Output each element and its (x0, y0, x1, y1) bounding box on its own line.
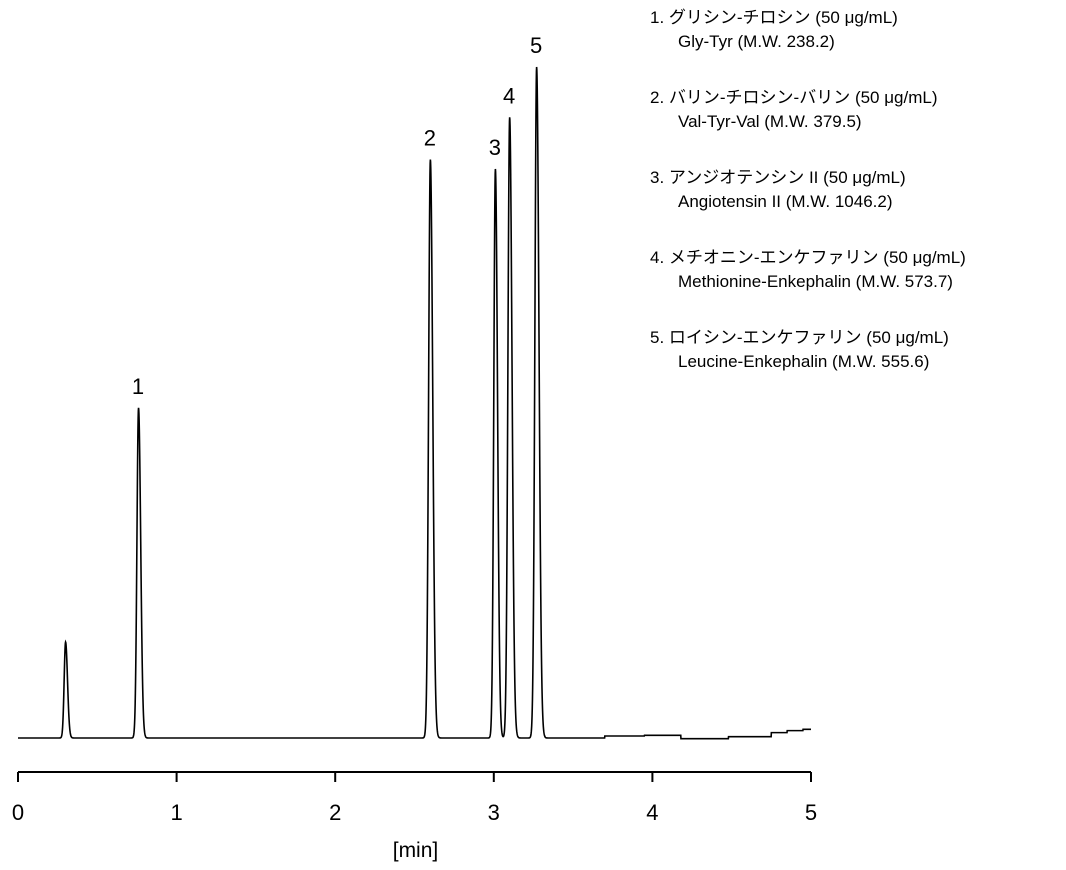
legend-entry-5: 5. ロイシン-エンケファリン (50 μg/mL) Leucine-Enkeph… (650, 326, 1065, 374)
x-tick-label-3: 3 (488, 800, 500, 825)
peak-label-2: 2 (424, 126, 436, 151)
peak-label-3: 3 (489, 135, 501, 160)
peak-label-1: 1 (132, 374, 144, 399)
legend-compound-detail: Val-Tyr-Val (M.W. 379.5) (678, 112, 862, 131)
x-tick-label-1: 1 (170, 800, 182, 825)
legend-compound-detail: Leucine-Enkephalin (M.W. 555.6) (678, 352, 930, 371)
legend-compound-name: 4. メチオニン-エンケファリン (50 μg/mL) (650, 248, 966, 267)
legend-entry-2: 2. バリン-チロシン-バリン (50 μg/mL) Val-Tyr-Val (M… (650, 86, 1065, 134)
peak-label-5: 5 (530, 33, 542, 58)
legend-compound-name: 3. アンジオテンシン II (50 μg/mL) (650, 168, 906, 187)
legend-entry-1: 1. グリシン-チロシン (50 μg/mL) Gly-Tyr (M.W. 238… (650, 6, 1065, 54)
legend-compound-name: 5. ロイシン-エンケファリン (50 μg/mL) (650, 328, 949, 347)
trace-layer (18, 66, 811, 740)
legend-entry-4: 4. メチオニン-エンケファリン (50 μg/mL) Methionine-En… (650, 246, 1065, 294)
x-axis: 0 1 2 3 4 5 (12, 771, 817, 825)
x-tick-label-2: 2 (329, 800, 341, 825)
x-axis-title: [min] (393, 839, 439, 862)
legend-compound-detail: Methionine-Enkephalin (M.W. 573.7) (678, 272, 953, 291)
legend: 1. グリシン-チロシン (50 μg/mL) Gly-Tyr (M.W. 238… (650, 6, 1065, 406)
peak-label-4: 4 (503, 83, 515, 108)
x-tick-label-5: 5 (805, 800, 817, 825)
legend-compound-detail: Gly-Tyr (M.W. 238.2) (678, 32, 835, 51)
legend-compound-detail: Angiotensin II (M.W. 1046.2) (678, 192, 893, 211)
x-tick-label-4: 4 (646, 800, 658, 825)
x-tick-label-0: 0 (12, 800, 24, 825)
chromatogram-trace (18, 66, 811, 740)
legend-compound-name: 2. バリン-チロシン-バリン (50 μg/mL) (650, 88, 938, 107)
legend-entry-3: 3. アンジオテンシン II (50 μg/mL) Angiotensin II … (650, 166, 1065, 214)
legend-compound-name: 1. グリシン-チロシン (50 μg/mL) (650, 8, 898, 27)
peak-label-layer: 1 2 3 45 (132, 33, 542, 399)
